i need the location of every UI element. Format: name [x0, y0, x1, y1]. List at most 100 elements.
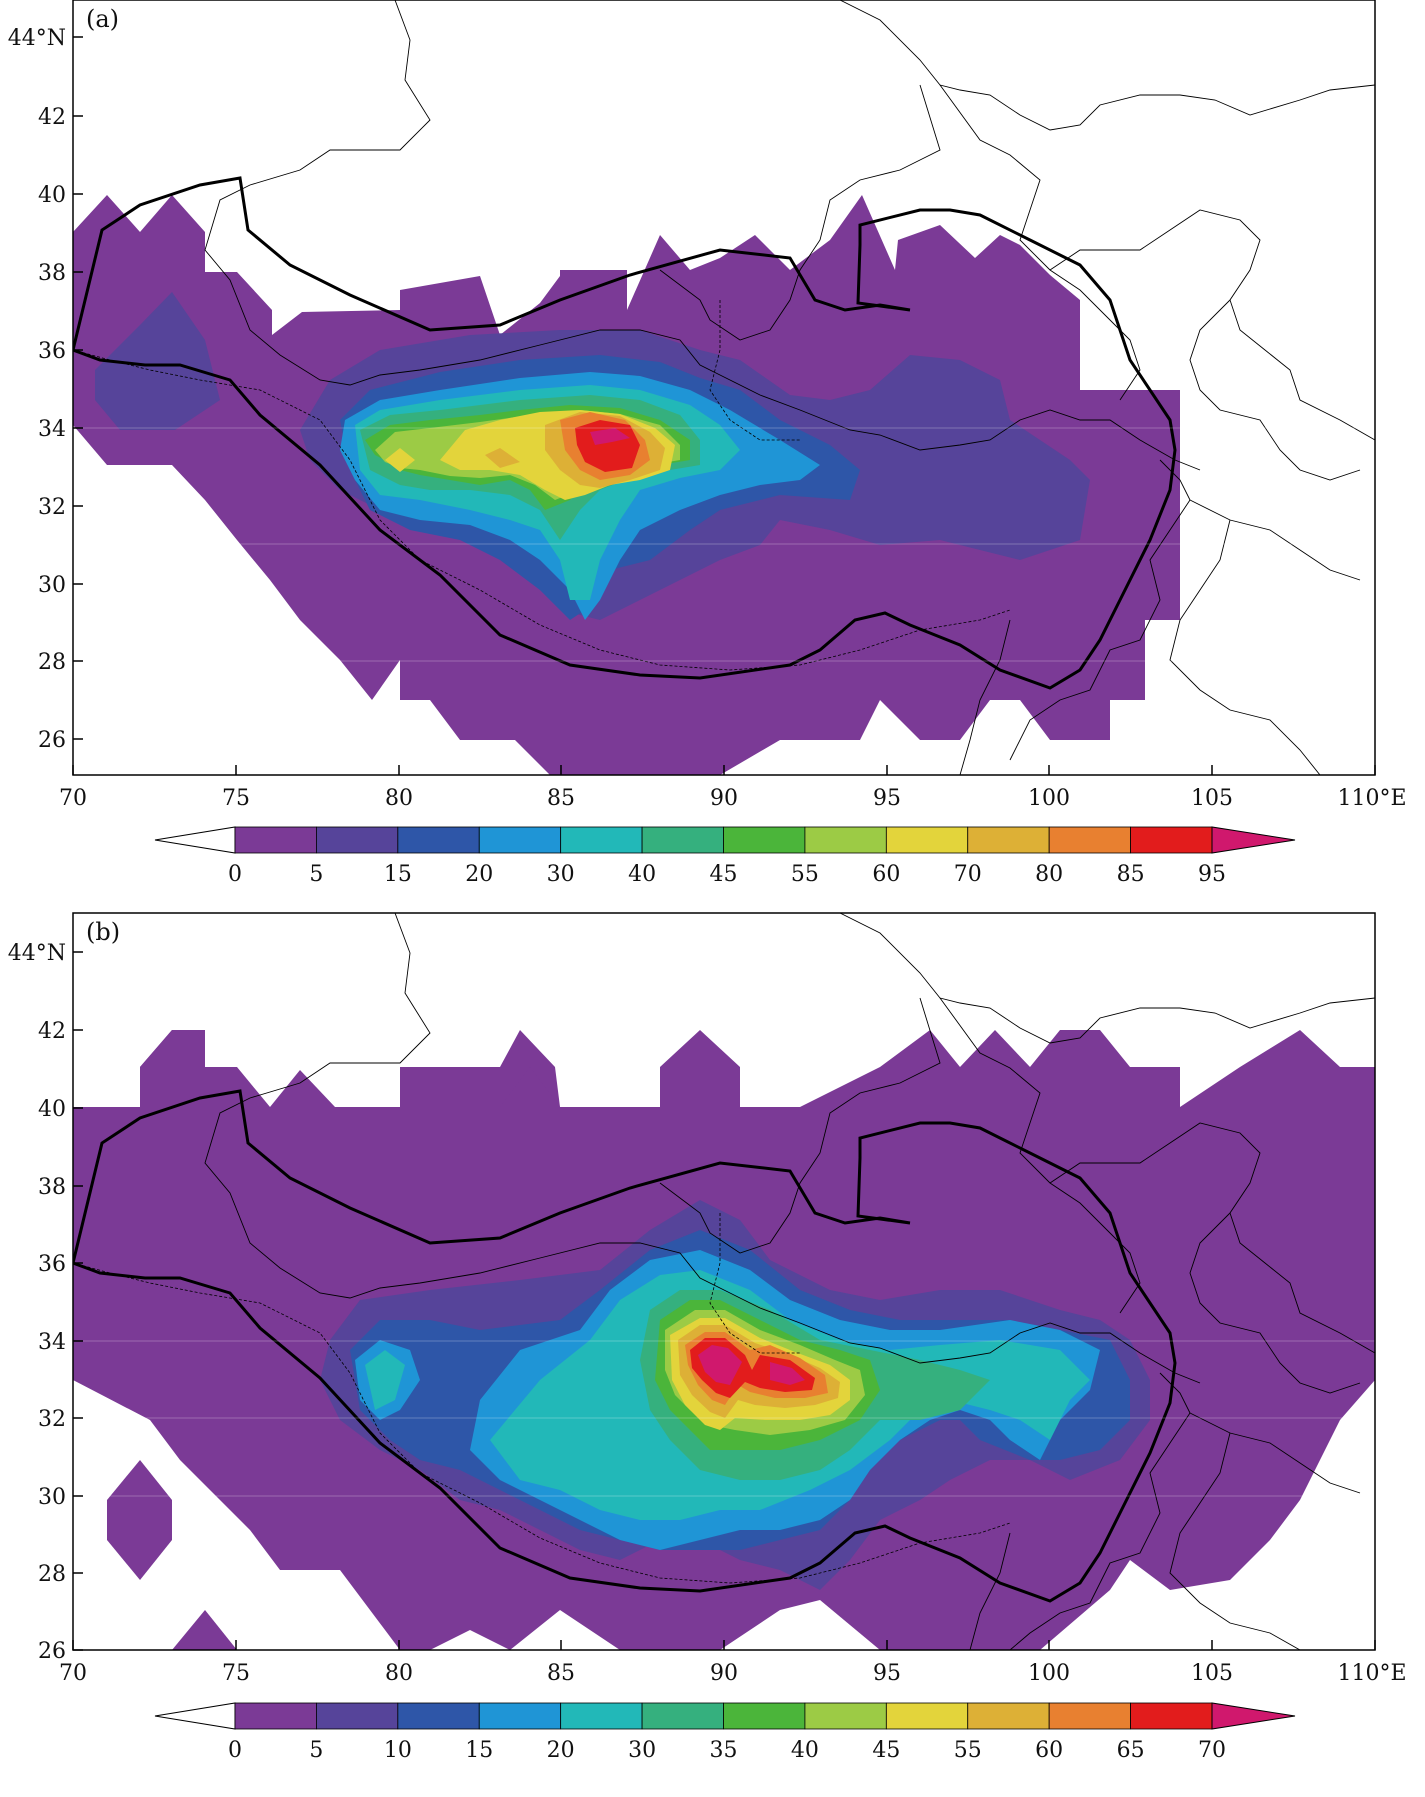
colorbar-segment — [478, 1702, 562, 1730]
panel-a: (a) 44°N 42 40 38 36 34 32 30 28 26 70 7… — [8, 0, 1407, 887]
colorbar-segment — [397, 1702, 480, 1730]
panel-a-lon-tick: 70 — [59, 786, 87, 811]
panel-b-lon-tick: 70 — [59, 1661, 87, 1686]
colorbar-tick-label: 60 — [872, 862, 900, 887]
colorbar-tick-label: 40 — [791, 1738, 819, 1763]
panel-b-lon-tick: 105 — [1191, 1661, 1233, 1686]
panel-b-contour-70-plus-2 — [770, 1362, 805, 1385]
panel-b-lat-tick: 32 — [38, 1407, 66, 1432]
panel-b-grid — [73, 1340, 1375, 1497]
colorbar-tick-label: 45 — [710, 862, 738, 887]
colorbar-segment — [316, 1702, 399, 1730]
panel-b-lat-tick: 34 — [38, 1330, 66, 1355]
panel-a-grid — [73, 427, 1375, 662]
panel-b-contour-0-5-top-left — [140, 1030, 205, 1148]
panel-b-lat-tick: 38 — [38, 1175, 66, 1200]
panel-a-lon-tick: 95 — [873, 786, 901, 811]
colorbar-segment — [967, 826, 1050, 854]
colorbar-tick-label: 30 — [628, 1738, 656, 1763]
colorbar-segment — [234, 1702, 317, 1730]
panel-a-admin-boundaries — [204, 0, 1375, 775]
colorbar-tick-label: 0 — [228, 1738, 242, 1763]
panel-a-contour-a-small — [385, 448, 415, 472]
panel-a-lon-tick: 90 — [710, 786, 738, 811]
colorbar-tick-label: 10 — [384, 1738, 412, 1763]
colorbar-tick-label: 80 — [1035, 862, 1063, 887]
colorbar-segment — [723, 1702, 806, 1730]
panel-a-contour-5-15 — [95, 292, 220, 430]
colorbar-tick-label: 70 — [954, 862, 982, 887]
panel-a-ticks — [72, 36, 1376, 775]
panel-b-lat-tick: 44°N — [8, 941, 66, 966]
panel-a-lat-tick: 38 — [38, 261, 66, 286]
panel-b: (b) 44°N 42 40 38 36 34 32 30 28 26 70 7… — [8, 912, 1407, 1763]
panel-b-admin-boundaries — [204, 913, 1375, 1650]
panel-b-lon-tick: 85 — [547, 1661, 575, 1686]
panel-a-lat-tick: 34 — [38, 417, 66, 442]
panel-b-contour-70-plus — [698, 1345, 742, 1385]
panel-a-dotted-boundary — [73, 300, 1011, 671]
colorbar-tick-label: 55 — [954, 1738, 982, 1763]
panel-b-lon-tick: 100 — [1028, 1661, 1070, 1686]
colorbar-tick-label: 45 — [872, 1738, 900, 1763]
panel-b-ticks — [72, 951, 1376, 1651]
panel-b-contour-0-5-iso2 — [500, 1067, 560, 1185]
colorbar-arrow-low — [154, 1702, 236, 1730]
panel-a-lat-tick: 26 — [38, 728, 66, 753]
panel-a-lat-tick: 44°N — [8, 26, 66, 51]
colorbar-segment — [885, 826, 969, 854]
colorbar-tick-label: 70 — [1198, 1738, 1226, 1763]
panel-b-contour-0-5-iso4 — [172, 1610, 237, 1650]
colorbar-segment — [641, 826, 724, 854]
colorbar-segment — [1130, 826, 1213, 854]
colorbar-tick-label: 55 — [791, 862, 819, 887]
colorbar-tick-label: 15 — [384, 862, 412, 887]
colorbar-segment — [560, 1702, 643, 1730]
panel-b-contour-20-30 — [365, 1350, 405, 1410]
panel-b-lon-tick: 95 — [873, 1661, 901, 1686]
panel-a-lon-tick: 110°E — [1337, 786, 1406, 811]
panel-a-lat-tick: 30 — [38, 573, 66, 598]
colorbar-tick-label: 35 — [710, 1738, 738, 1763]
colorbar-segment — [967, 1702, 1050, 1730]
panel-b-lon-labels: 70 75 80 85 90 95 100 105 110°E — [59, 1661, 1407, 1686]
panel-b-lat-tick: 28 — [38, 1562, 66, 1587]
panel-b-lat-tick: 26 — [38, 1639, 66, 1664]
panel-a-lon-tick: 80 — [385, 786, 413, 811]
panel-b-map — [73, 913, 1375, 1650]
panel-b-plateau-outline — [73, 1089, 1177, 1603]
colorbar-segment — [1130, 1702, 1213, 1730]
colorbar-tick-label: 0 — [228, 862, 242, 887]
colorbar-segment — [234, 826, 317, 854]
colorbar-tick-label: 85 — [1117, 862, 1145, 887]
panel-b-lat-tick: 40 — [38, 1097, 66, 1122]
panel-a-contour-a-orange-tail — [485, 448, 520, 468]
colorbar-segment — [641, 1702, 724, 1730]
colorbar-segment — [885, 1702, 969, 1730]
panel-a-lat-tick: 32 — [38, 495, 66, 520]
panel-b-label: (b) — [86, 918, 120, 946]
panel-a-lat-labels: 44°N 42 40 38 36 34 32 30 28 26 — [8, 26, 66, 753]
colorbar-tick-label: 60 — [1035, 1738, 1063, 1763]
panel-b-contour-0-5-iso1 — [270, 1070, 335, 1185]
colorbar-tick-label: 30 — [547, 862, 575, 887]
colorbar-segment — [478, 826, 562, 854]
panel-a-lon-tick: 85 — [547, 786, 575, 811]
panel-a-label: (a) — [86, 5, 119, 33]
panel-b-lat-tick: 42 — [38, 1019, 66, 1044]
panel-b-dotted-boundary — [73, 1213, 1011, 1584]
colorbar-segment — [560, 826, 643, 854]
panel-a-lon-tick: 75 — [222, 786, 250, 811]
colorbar-segment — [1048, 826, 1131, 854]
colorbar-segment — [804, 1702, 887, 1730]
panel-b-lat-tick: 36 — [38, 1252, 66, 1277]
panel-a-map — [73, 0, 1375, 775]
colorbar-tick-label: 15 — [465, 1738, 493, 1763]
panel-a-lon-labels: 70 75 80 85 90 95 100 105 110°E — [59, 786, 1407, 811]
colorbar-arrow-high — [1211, 826, 1296, 854]
colorbar-arrow-low — [154, 826, 236, 854]
panel-a-lon-tick: 100 — [1028, 786, 1070, 811]
panel-b-lat-tick: 30 — [38, 1485, 66, 1510]
colorbar-segment — [316, 826, 399, 854]
